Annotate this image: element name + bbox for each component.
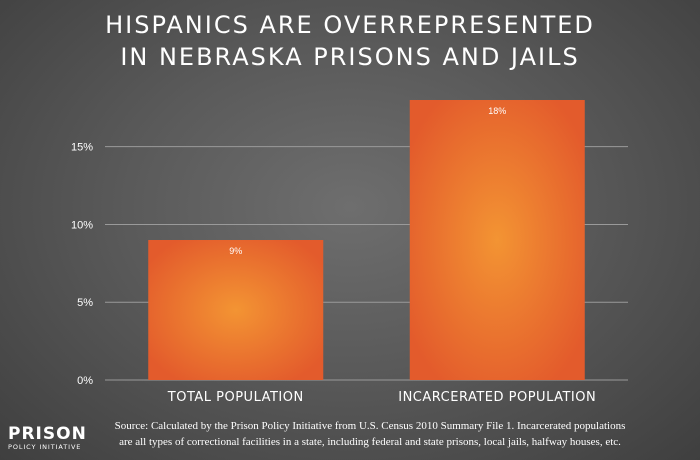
logo-text-main: PRISON — [8, 424, 87, 444]
source-note: Source: Calculated by the Prison Policy … — [90, 418, 650, 450]
labels: 0% 5% 10% 15% 9% TOTAL POPULATION 18% INCARCERA… — [71, 106, 596, 405]
data-label: 9% — [229, 246, 242, 256]
chart-title-line-1: HISPANICS ARE OVERREPRESENTED — [105, 11, 595, 39]
y-tick-label: 5% — [77, 297, 93, 309]
source-line-2: are all types of correctional facilities… — [119, 436, 621, 448]
source-line-1: Source: Calculated by the Prison Policy … — [114, 420, 626, 432]
logo-text-sub: POLICY INITIATIVE — [8, 443, 82, 451]
data-label: 18% — [488, 106, 506, 116]
y-tick-label: 0% — [77, 375, 93, 387]
bar — [148, 240, 324, 380]
bar — [409, 100, 585, 380]
x-category-label: TOTAL POPULATION — [167, 390, 304, 405]
x-category-label: INCARCERATED POPULATION — [398, 390, 596, 405]
prison-policy-initiative-logo: PRISON POLICY INITIATIVE — [8, 425, 87, 451]
bars — [148, 100, 585, 380]
y-tick-label: 15% — [71, 142, 93, 154]
y-tick-label: 10% — [71, 219, 93, 231]
chart-title-line-2: IN NEBRASKA PRISONS AND JAILS — [120, 43, 580, 71]
